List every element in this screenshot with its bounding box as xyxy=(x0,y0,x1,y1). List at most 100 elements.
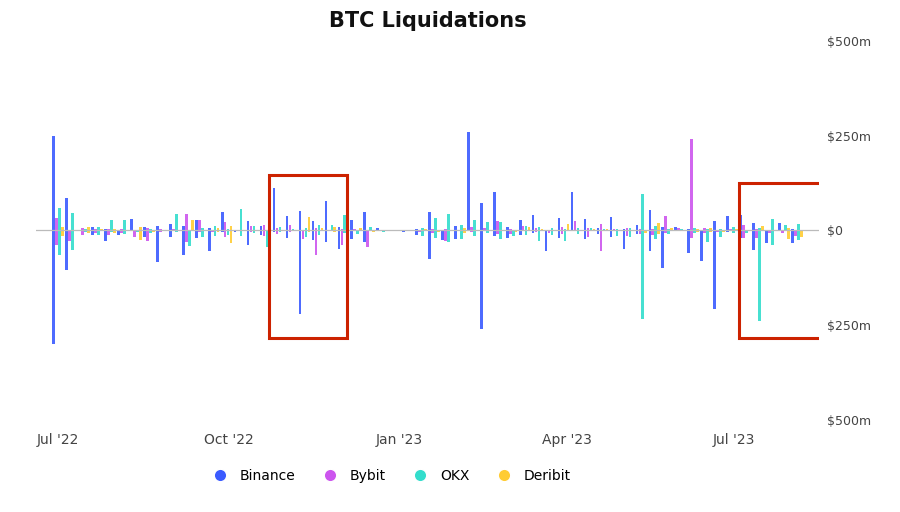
Bar xyxy=(123,220,126,230)
Bar xyxy=(709,228,712,230)
Bar xyxy=(719,230,722,237)
Bar xyxy=(85,229,87,230)
Bar xyxy=(638,229,641,230)
Bar xyxy=(674,227,677,230)
Bar xyxy=(740,183,823,338)
Bar xyxy=(726,216,729,230)
Bar xyxy=(121,229,122,230)
Bar xyxy=(224,222,227,230)
Bar xyxy=(787,230,789,240)
Bar xyxy=(285,216,288,230)
Bar xyxy=(334,230,336,232)
Bar xyxy=(592,229,595,230)
Bar xyxy=(590,230,592,231)
Bar xyxy=(603,229,605,230)
Bar xyxy=(201,228,203,230)
Bar xyxy=(156,230,158,262)
Bar xyxy=(113,229,116,230)
Bar xyxy=(87,230,90,233)
Bar xyxy=(52,136,55,230)
Bar xyxy=(771,219,774,230)
Bar xyxy=(668,229,670,230)
Bar xyxy=(61,227,64,230)
Bar xyxy=(678,230,680,231)
Bar xyxy=(577,228,580,230)
Bar xyxy=(227,229,230,230)
Bar xyxy=(260,226,263,230)
Bar xyxy=(664,230,667,233)
Bar xyxy=(123,230,126,234)
Bar xyxy=(628,228,631,230)
Bar xyxy=(253,230,256,233)
Bar xyxy=(431,229,434,230)
Bar xyxy=(66,198,68,230)
Bar xyxy=(616,229,618,230)
Bar xyxy=(182,226,184,230)
Bar xyxy=(188,230,191,246)
Bar xyxy=(91,230,94,235)
Legend: Binance, Bybit, OKX, Deribit: Binance, Bybit, OKX, Deribit xyxy=(201,463,576,488)
Bar xyxy=(156,226,158,230)
Bar xyxy=(263,225,266,230)
Bar xyxy=(558,219,561,230)
Bar xyxy=(597,230,599,234)
Bar xyxy=(418,230,421,231)
Bar xyxy=(68,230,71,241)
Bar xyxy=(454,226,456,230)
Bar xyxy=(311,221,314,230)
Bar xyxy=(434,230,436,238)
Bar xyxy=(519,230,521,235)
Bar xyxy=(522,226,525,230)
Bar xyxy=(714,230,716,309)
Bar xyxy=(208,230,211,250)
Bar xyxy=(133,230,136,237)
Bar xyxy=(299,211,302,230)
Bar xyxy=(609,217,612,230)
Bar xyxy=(657,223,660,230)
Bar xyxy=(260,230,263,235)
Bar xyxy=(688,229,690,230)
Bar xyxy=(273,188,275,230)
Bar xyxy=(214,230,217,236)
Bar xyxy=(402,230,405,232)
Bar xyxy=(693,228,696,230)
Bar xyxy=(454,230,456,239)
Bar xyxy=(359,228,362,230)
Bar xyxy=(638,230,641,234)
Bar xyxy=(733,227,734,230)
Bar xyxy=(253,226,256,230)
Bar xyxy=(587,230,590,237)
Bar xyxy=(525,230,527,235)
Bar xyxy=(71,213,74,230)
Bar xyxy=(745,230,748,233)
Bar xyxy=(580,230,582,231)
Bar xyxy=(742,230,745,238)
Bar xyxy=(146,227,148,230)
Bar xyxy=(185,230,187,243)
Bar xyxy=(739,216,742,230)
Bar xyxy=(616,230,618,236)
Bar xyxy=(239,209,242,230)
Bar xyxy=(273,230,275,232)
Bar xyxy=(609,230,612,237)
Bar xyxy=(662,230,664,268)
Bar xyxy=(635,225,638,230)
Bar xyxy=(584,219,586,230)
Bar xyxy=(250,226,252,230)
Bar xyxy=(460,230,463,239)
Bar xyxy=(56,218,58,230)
Bar xyxy=(318,230,320,235)
Bar xyxy=(256,229,258,230)
Bar xyxy=(508,229,511,230)
Bar xyxy=(664,216,667,230)
Bar xyxy=(752,223,755,230)
Bar xyxy=(208,228,211,230)
Bar xyxy=(693,230,696,233)
Bar xyxy=(217,230,220,232)
Bar xyxy=(635,230,638,234)
Bar xyxy=(599,230,602,251)
Bar xyxy=(761,226,764,230)
Bar xyxy=(338,227,340,230)
Bar xyxy=(714,221,716,230)
Bar xyxy=(571,191,573,230)
